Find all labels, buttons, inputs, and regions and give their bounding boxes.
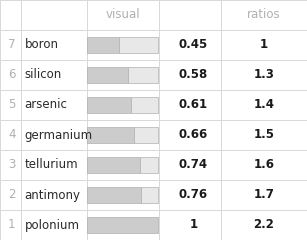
- Bar: [87, 67, 128, 83]
- Text: 2: 2: [8, 188, 15, 202]
- Text: 3: 3: [8, 158, 15, 172]
- Text: 2.2: 2.2: [254, 218, 274, 232]
- Bar: [87, 157, 140, 173]
- Text: polonium: polonium: [25, 218, 80, 232]
- Text: tellurium: tellurium: [25, 158, 78, 172]
- Text: 5: 5: [8, 98, 15, 112]
- Bar: [87, 37, 119, 53]
- Text: silicon: silicon: [25, 68, 62, 82]
- Bar: [141, 187, 158, 203]
- Bar: [119, 37, 158, 53]
- Bar: [87, 187, 141, 203]
- Bar: [87, 217, 158, 233]
- Text: 0.74: 0.74: [179, 158, 208, 172]
- Text: 1: 1: [260, 38, 268, 52]
- Text: 1.7: 1.7: [254, 188, 274, 202]
- Text: 1.4: 1.4: [254, 98, 274, 112]
- Text: 0.61: 0.61: [179, 98, 208, 112]
- Text: 1.3: 1.3: [254, 68, 274, 82]
- Bar: [134, 127, 158, 143]
- Text: germanium: germanium: [25, 128, 93, 142]
- Text: 0.66: 0.66: [179, 128, 208, 142]
- Text: 0.76: 0.76: [179, 188, 208, 202]
- Bar: [128, 67, 158, 83]
- Text: 1.5: 1.5: [254, 128, 274, 142]
- Bar: [87, 127, 134, 143]
- Text: 7: 7: [8, 38, 15, 52]
- Text: visual: visual: [106, 8, 140, 22]
- Text: antimony: antimony: [25, 188, 80, 202]
- Bar: [130, 97, 158, 113]
- Text: 4: 4: [8, 128, 15, 142]
- Text: 6: 6: [8, 68, 15, 82]
- Text: 0.58: 0.58: [179, 68, 208, 82]
- Text: 1: 1: [189, 218, 197, 232]
- Text: arsenic: arsenic: [25, 98, 68, 112]
- Text: ratios: ratios: [247, 8, 281, 22]
- Text: 0.45: 0.45: [179, 38, 208, 52]
- Text: 1.6: 1.6: [254, 158, 274, 172]
- Bar: [87, 97, 130, 113]
- Text: boron: boron: [25, 38, 59, 52]
- Text: 1: 1: [8, 218, 15, 232]
- Bar: [140, 157, 158, 173]
